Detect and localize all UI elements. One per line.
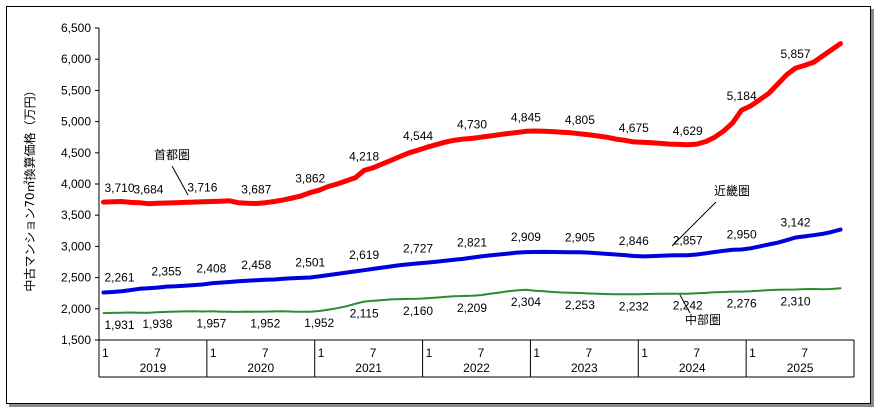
data-label: 4,845 bbox=[511, 110, 541, 124]
y-tick-label: 3,500 bbox=[61, 208, 91, 222]
y-tick-label: 5,500 bbox=[61, 83, 91, 97]
data-label: 2,232 bbox=[619, 299, 649, 313]
data-label: 3,684 bbox=[133, 183, 163, 197]
data-label: 5,184 bbox=[727, 89, 757, 103]
month-tick-label: 7 bbox=[693, 346, 700, 360]
y-axis: 1,500 2,000 2,500 3,000 3,500 4,000 4,500 5,000… bbox=[61, 21, 100, 347]
data-label: 2,355 bbox=[151, 265, 181, 279]
data-label: 2,950 bbox=[727, 228, 757, 242]
data-label: 2,253 bbox=[565, 298, 595, 312]
data-label: 2,209 bbox=[457, 301, 487, 315]
data-label: 4,675 bbox=[619, 121, 649, 135]
data-label: 2,310 bbox=[781, 294, 811, 308]
data-label: 2,261 bbox=[104, 271, 134, 285]
month-tick-label: 1 bbox=[749, 346, 756, 360]
data-label: 3,716 bbox=[187, 181, 217, 195]
series-line-2 bbox=[101, 227, 843, 295]
data-label: 2,501 bbox=[295, 256, 325, 270]
month-tick-label: 7 bbox=[370, 346, 377, 360]
y-tick-label: 2,500 bbox=[61, 271, 91, 285]
year-label: 2025 bbox=[787, 361, 814, 375]
data-label: 4,730 bbox=[457, 117, 487, 131]
year-label: 2019 bbox=[140, 361, 167, 375]
month-tick-label: 7 bbox=[801, 346, 808, 360]
data-label: 2,821 bbox=[457, 236, 487, 250]
series-label: 首都圏 bbox=[154, 148, 190, 162]
y-tick-label: 5,000 bbox=[61, 115, 91, 129]
month-tick-label: 7 bbox=[586, 346, 593, 360]
data-label: 2,909 bbox=[511, 230, 541, 244]
data-label: 1,931 bbox=[104, 318, 134, 332]
data-label: 3,710 bbox=[104, 181, 134, 195]
month-tick-label: 1 bbox=[210, 346, 217, 360]
data-label: 3,862 bbox=[295, 172, 325, 186]
data-label: 2,160 bbox=[403, 304, 433, 318]
data-label: 4,805 bbox=[565, 113, 595, 127]
data-label: 2,619 bbox=[349, 248, 379, 262]
data-label: 3,687 bbox=[241, 183, 271, 197]
y-tick-label: 3,000 bbox=[61, 239, 91, 253]
data-label: 3,142 bbox=[781, 216, 811, 230]
month-tick-label: 1 bbox=[533, 346, 540, 360]
series-leader-line bbox=[679, 294, 691, 314]
data-label: 5,857 bbox=[781, 47, 811, 61]
data-label: 4,218 bbox=[349, 149, 379, 163]
data-label: 2,846 bbox=[619, 234, 649, 248]
data-label: 2,408 bbox=[196, 261, 226, 275]
year-label: 2024 bbox=[679, 361, 706, 375]
month-tick-label: 1 bbox=[426, 346, 433, 360]
data-label: 2,304 bbox=[511, 295, 541, 309]
data-label: 2,905 bbox=[565, 230, 595, 244]
series-label: 中部圏 bbox=[685, 312, 721, 327]
series-leader-line bbox=[671, 201, 717, 247]
month-tick-label: 1 bbox=[641, 346, 648, 360]
year-label: 2020 bbox=[247, 361, 274, 375]
month-tick-label: 1 bbox=[318, 346, 325, 360]
month-tick-label: 7 bbox=[154, 346, 161, 360]
year-label: 2022 bbox=[463, 361, 490, 375]
data-label: 2,727 bbox=[403, 241, 433, 255]
data-label: 4,629 bbox=[673, 124, 703, 138]
y-tick-label: 4,500 bbox=[61, 146, 91, 160]
data-label: 2,276 bbox=[727, 297, 757, 311]
year-label: 2021 bbox=[355, 361, 382, 375]
y-tick-label: 6,500 bbox=[61, 21, 91, 35]
y-tick-label: 1,500 bbox=[61, 333, 91, 347]
month-tick-label: 7 bbox=[262, 346, 269, 360]
data-label: 2,458 bbox=[241, 258, 271, 272]
series-label: 近畿圏 bbox=[714, 184, 750, 198]
y-axis-label: 中古マンション70㎡換算価格（万円） bbox=[22, 84, 37, 291]
data-label: 1,957 bbox=[196, 316, 226, 330]
series-leader-line bbox=[171, 165, 189, 196]
y-tick-label: 4,000 bbox=[61, 177, 91, 191]
data-label: 1,952 bbox=[250, 317, 280, 331]
series-line-3 bbox=[102, 287, 842, 315]
y-tick-label: 2,000 bbox=[61, 302, 91, 316]
data-label: 2,115 bbox=[350, 307, 379, 321]
data-label: 4,544 bbox=[403, 129, 433, 143]
data-label: 2,857 bbox=[673, 233, 703, 247]
data-label: 1,938 bbox=[142, 317, 172, 331]
data-label: 1,952 bbox=[304, 316, 334, 330]
y-tick-label: 6,000 bbox=[61, 52, 91, 66]
data-label: 2,242 bbox=[673, 299, 703, 313]
year-label: 2023 bbox=[571, 361, 598, 375]
series-lines bbox=[101, 41, 843, 315]
month-tick-label: 7 bbox=[478, 346, 485, 360]
series-line-1 bbox=[101, 41, 843, 207]
month-tick-label: 1 bbox=[102, 346, 109, 360]
